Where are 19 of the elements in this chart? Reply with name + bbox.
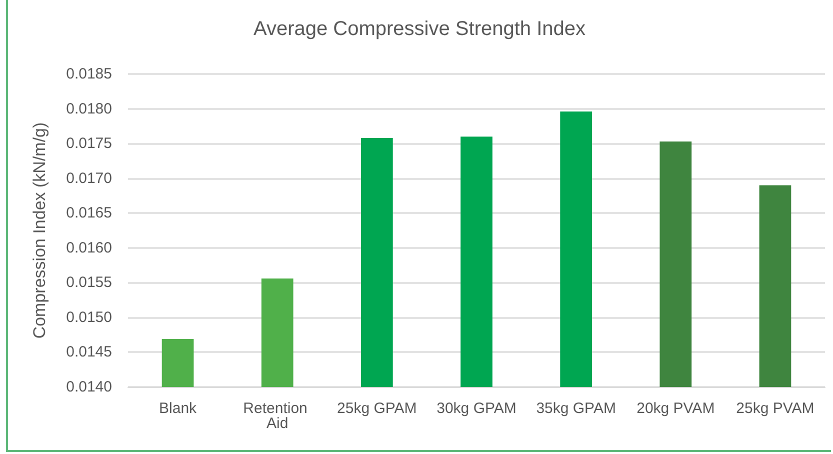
y-tick-label: 0.0185	[66, 66, 112, 82]
x-tick-label: Blank	[159, 400, 198, 417]
x-tick-label: 30kg GPAM	[436, 400, 516, 417]
x-tick-label: 20kg PVAM	[636, 400, 715, 417]
y-tick-label: 0.0155	[66, 274, 112, 292]
x-tick-label: Retention Aid	[243, 400, 312, 432]
chart-title: Average Compressive Strength Index	[253, 18, 586, 40]
y-tick-label: 0.0150	[66, 308, 112, 326]
y-tick-label: 0.0180	[66, 100, 112, 118]
y-tick-label: 0.0160	[66, 239, 112, 256]
y-tick-label: 0.0170	[66, 170, 112, 187]
y-tick-label: 0.0175	[66, 135, 112, 152]
y-tick-label: 0.0165	[66, 204, 112, 222]
x-tick-label: 35kg GPAM	[536, 400, 616, 417]
y-axis-title: Compression Index (kN/m/g)	[30, 122, 49, 339]
y-tick-label: 0.0140	[66, 378, 112, 396]
y-tick-label: 0.0145	[66, 344, 112, 361]
x-tick-label: 25kg PVAM	[736, 400, 814, 417]
x-tick-label: 25kg GPAM	[337, 400, 417, 417]
